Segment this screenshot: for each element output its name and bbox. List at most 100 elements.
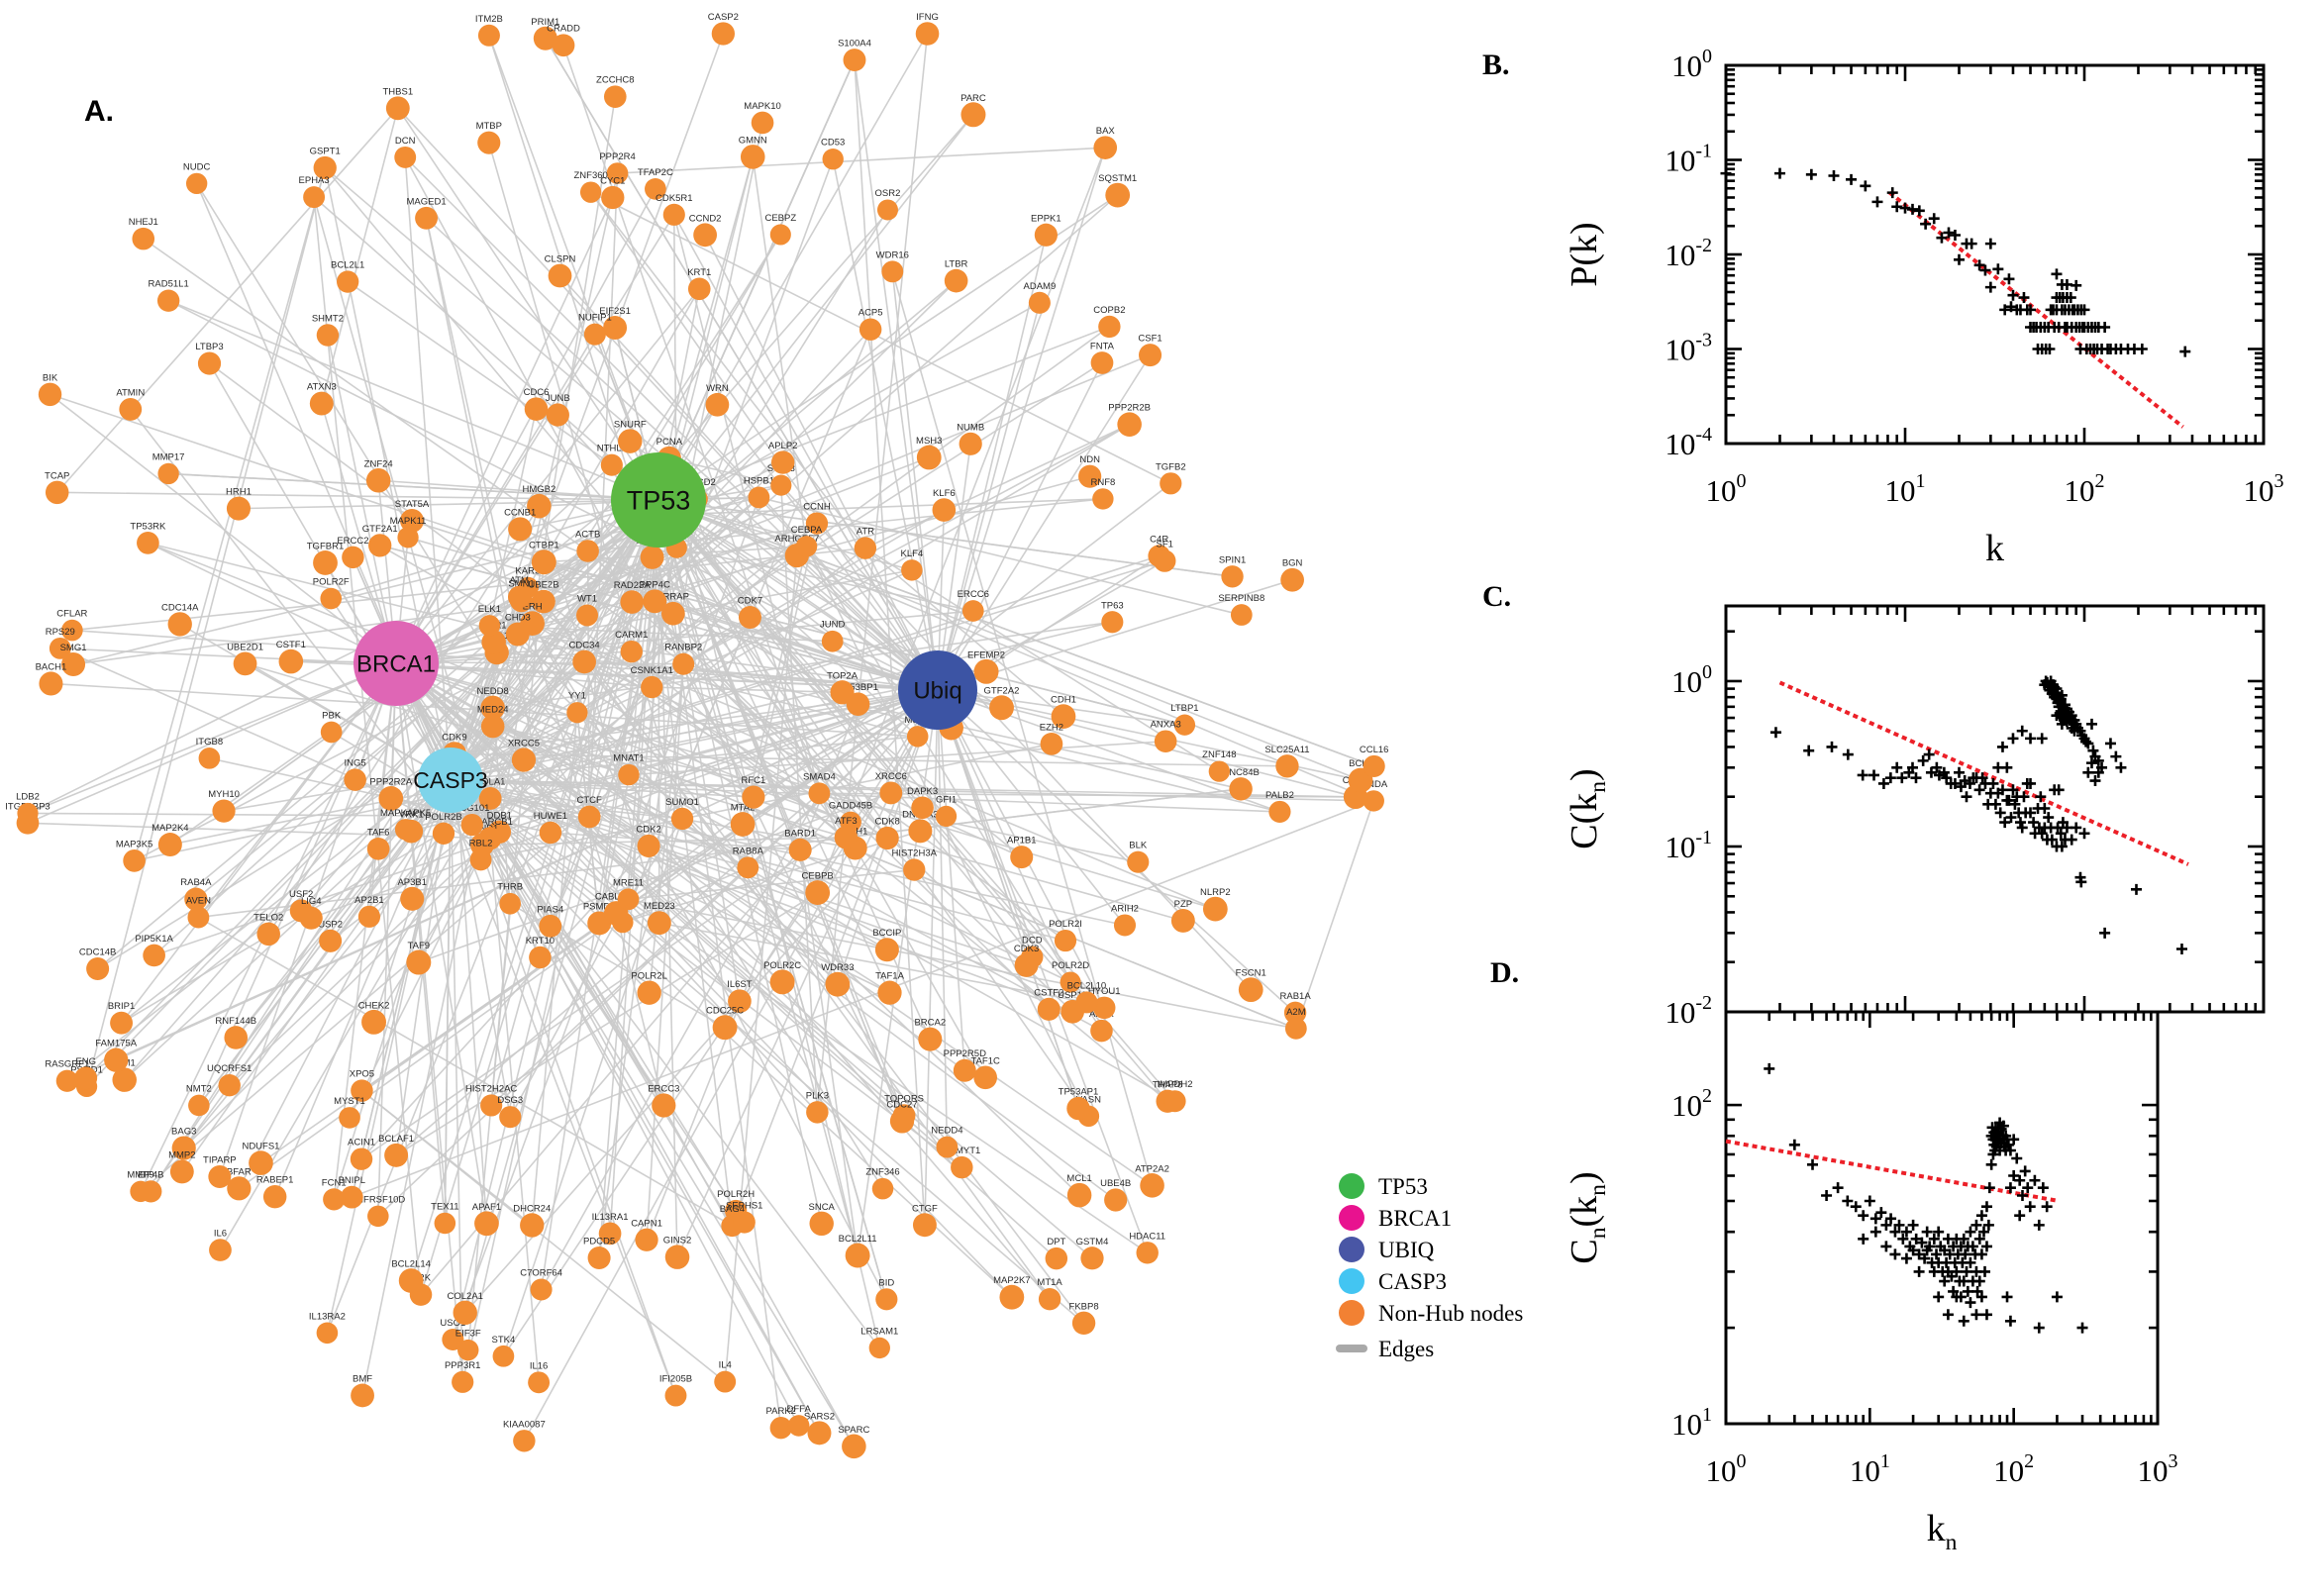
- network-edge: [450, 361, 1103, 781]
- data-point: [1807, 1158, 1818, 1170]
- data-point: [2052, 822, 2064, 834]
- network-edge: [395, 662, 664, 1106]
- network-node-label: LDB2: [16, 791, 40, 802]
- network-node: [529, 946, 552, 969]
- network-node-label: ACIN1: [348, 1138, 375, 1148]
- data-point: [1949, 230, 1961, 242]
- network-edge: [450, 779, 617, 915]
- data-point: [2007, 733, 2019, 745]
- data-point: [1924, 1241, 1936, 1252]
- network-node: [342, 546, 364, 569]
- network-node-label: BFAR: [227, 1166, 252, 1177]
- network-node: [935, 805, 958, 828]
- network-node-label: CDK3: [1014, 944, 1039, 954]
- data-point: [2076, 1322, 2088, 1334]
- network-edge: [450, 280, 958, 781]
- fit-line: [1725, 1139, 2060, 1203]
- network-node-label: UQCRFS1: [207, 1063, 252, 1074]
- data-point: [2096, 761, 2108, 773]
- network-node: [157, 833, 182, 857]
- network-edge: [66, 689, 939, 1082]
- hub-node-casp3: [418, 748, 483, 813]
- network-node: [1098, 315, 1121, 339]
- network-node-label: TAF1A: [875, 971, 905, 982]
- data-point: [1951, 1265, 1963, 1277]
- legend-edge-swatch: [1336, 1345, 1367, 1352]
- data-point: [1897, 1233, 1909, 1245]
- network-node: [711, 22, 736, 46]
- network-edge: [450, 779, 888, 950]
- network-node-label: GSTM4: [1076, 1237, 1109, 1247]
- network-node-label: NTHL1: [597, 444, 627, 454]
- network-edge: [313, 197, 422, 1295]
- data-point: [1984, 238, 1996, 249]
- network-node: [620, 590, 644, 614]
- network-node: [973, 658, 999, 684]
- network-node: [842, 1434, 866, 1459]
- network-node: [460, 813, 483, 837]
- data-point: [1875, 1207, 1887, 1219]
- network-node: [198, 748, 221, 769]
- network-node-label: PPP2R4: [599, 151, 635, 162]
- data-point: [1973, 1275, 1985, 1287]
- network-node: [112, 1067, 137, 1092]
- data-point: [2004, 1145, 2016, 1156]
- network-node-label: CSTF1: [276, 640, 306, 650]
- network-edge: [590, 191, 866, 549]
- data-points: [1769, 675, 2187, 954]
- network-node-label: POLR2I: [1049, 919, 1082, 930]
- network-nodes: NEDD8 KARS ARHGEF7 GADD45B UBE2B CDK9 DDB1 RAD2…: [5, 12, 1388, 1459]
- network-node: [603, 85, 627, 109]
- network-node-label: MAP2K7: [993, 1275, 1031, 1286]
- network-node-label: MAPK10: [744, 101, 781, 112]
- network-node: [320, 721, 343, 744]
- network-node: [973, 1065, 998, 1090]
- network-edge: [724, 554, 798, 1382]
- data-point: [1979, 264, 1991, 276]
- data-point: [1891, 201, 1903, 213]
- network-node-label: MAP3K5: [116, 839, 153, 849]
- network-node: [481, 630, 506, 654]
- data-point: [2016, 822, 2028, 834]
- network-node: [110, 1011, 134, 1035]
- network-node-label: ARHGEF7: [774, 534, 819, 545]
- data-point: [2029, 1174, 2041, 1186]
- network-node-label: NHEJ1: [129, 217, 158, 228]
- network-node-label: POLR2H: [717, 1189, 755, 1200]
- network-node-label: USF2: [289, 889, 313, 900]
- network-edge: [816, 147, 1106, 893]
- data-point: [1858, 1233, 1869, 1245]
- network-node-label: BRIP1: [108, 1001, 135, 1012]
- network-node: [1363, 790, 1384, 812]
- network-edge: [273, 779, 452, 1198]
- network-node: [533, 26, 557, 50]
- network-node-label: CTGF: [912, 1203, 938, 1214]
- network-node: [730, 812, 756, 837]
- network-edge: [628, 554, 1161, 900]
- network-node-label: PIP5K1A: [135, 934, 173, 945]
- data-point: [1869, 1226, 1881, 1238]
- network-node-label: ITGB8: [196, 737, 223, 748]
- network-node: [480, 1094, 503, 1117]
- network-node: [123, 849, 146, 872]
- y-axis-title: Cn(kn): [1564, 1171, 1611, 1263]
- network-edge: [819, 792, 1357, 798]
- network-node: [188, 1094, 210, 1117]
- network-node: [351, 1383, 374, 1408]
- network-node: [953, 1058, 976, 1082]
- network-node-label: ERCC6: [958, 589, 989, 600]
- network-edge: [397, 107, 659, 501]
- network-edge: [238, 499, 659, 510]
- data-point: [1936, 232, 1948, 244]
- network-node: [1268, 800, 1291, 824]
- network-node: [805, 512, 829, 535]
- network-node: [385, 96, 410, 121]
- data-point: [1842, 748, 1854, 760]
- network-node: [944, 268, 968, 293]
- data-point: [2016, 1190, 2028, 1202]
- network-edge: [148, 542, 852, 824]
- network-node-label: SLC25A11: [1264, 745, 1309, 755]
- network-edge: [179, 623, 452, 781]
- network-node-label: BCL2L10: [1067, 980, 1107, 991]
- network-node: [143, 944, 165, 967]
